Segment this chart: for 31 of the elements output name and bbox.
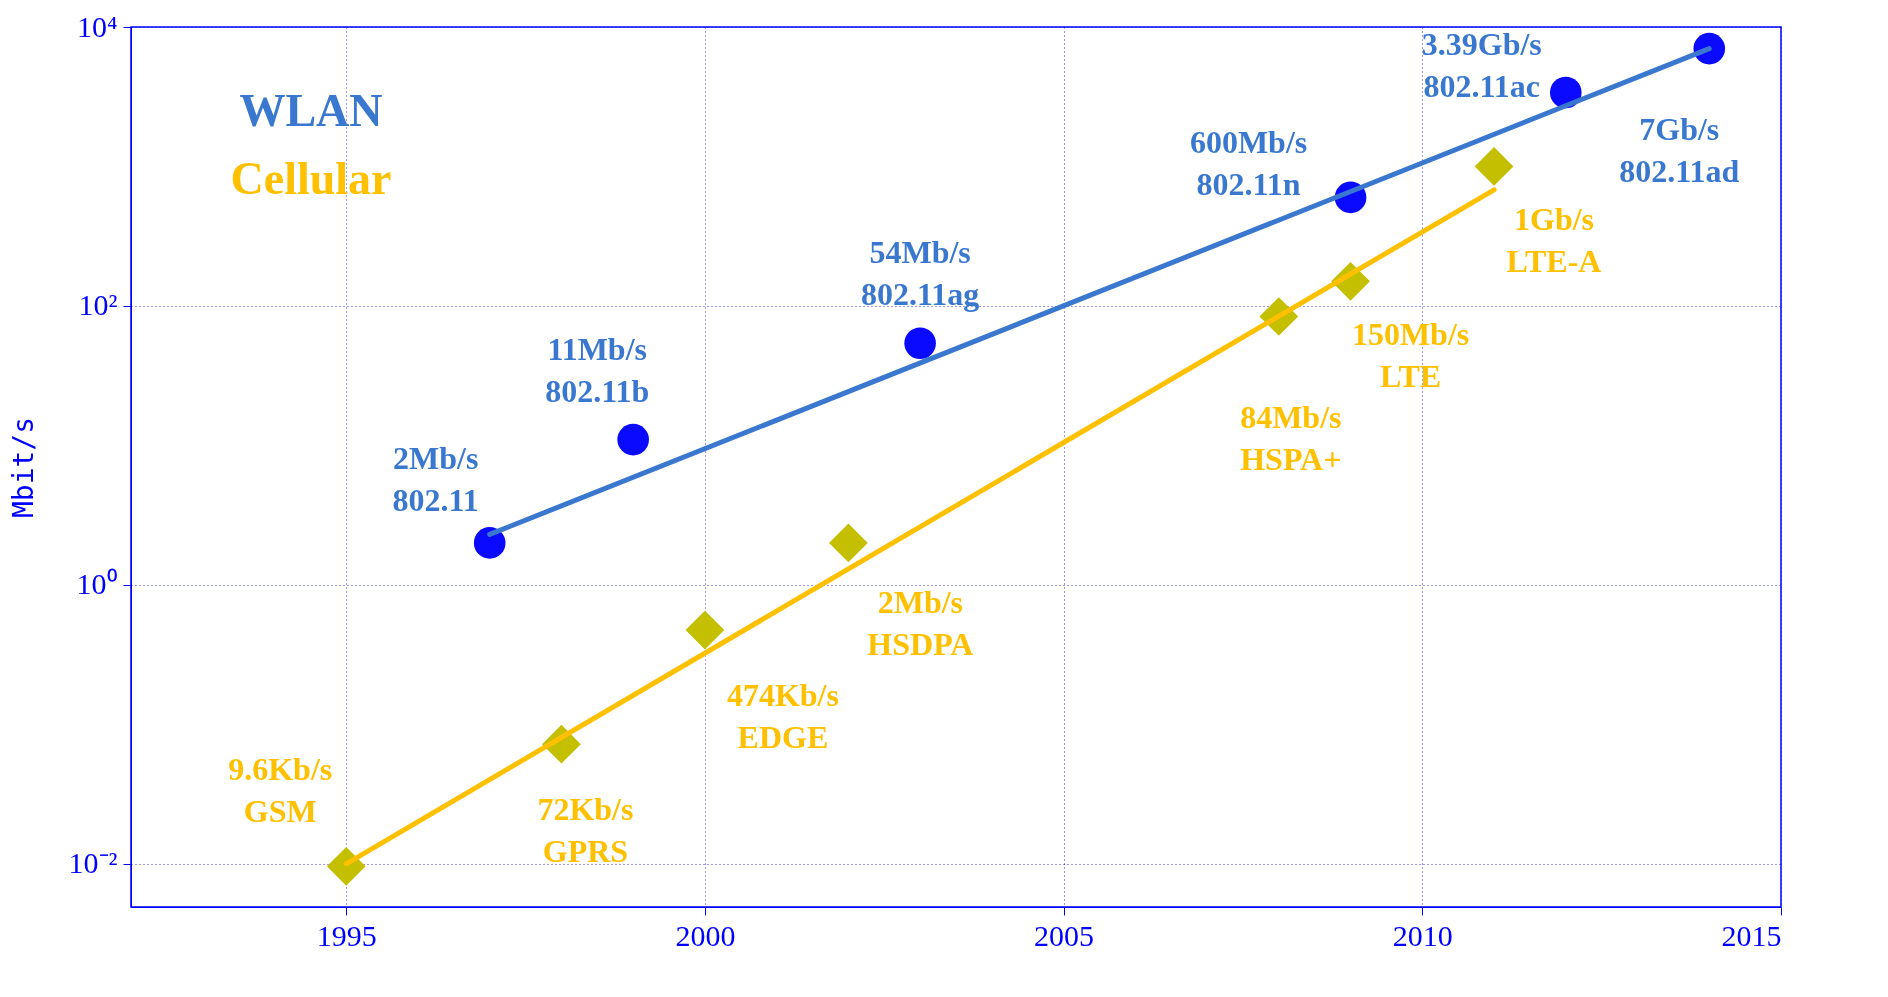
point bbox=[829, 523, 868, 563]
annotation: 54Mb/s 802.11ag bbox=[861, 234, 980, 313]
annotation: 3.39Gb/s 802.11ac bbox=[1421, 25, 1542, 104]
point bbox=[904, 327, 936, 360]
annotation: 84Mb/s HSPA+ bbox=[1240, 399, 1342, 478]
annotation: 150Mb/s LTE bbox=[1351, 316, 1470, 395]
x-tick-label: 2010 bbox=[1392, 918, 1453, 952]
annotation: 2Mb/s 802.11 bbox=[392, 439, 479, 518]
point bbox=[617, 423, 649, 456]
text: Cellular bbox=[230, 153, 392, 204]
point bbox=[685, 610, 725, 650]
x-tick-label: 1995 bbox=[316, 918, 377, 952]
y-tick-label: 10⁻² bbox=[68, 846, 118, 880]
x-tick-label: 2005 bbox=[1034, 918, 1095, 952]
point bbox=[1474, 147, 1514, 186]
y-tick-label: 10⁰ bbox=[76, 567, 118, 601]
annotation: 72Kb/s GPRS bbox=[537, 791, 634, 870]
annotation: 11Mb/s 802.11b bbox=[545, 330, 650, 409]
x-tick-label: 2015 bbox=[1721, 918, 1782, 952]
point bbox=[473, 527, 506, 559]
y-tick-label: 10² bbox=[78, 288, 118, 322]
annotation: 1Gb/s LTE-A bbox=[1506, 201, 1602, 280]
x-tick-label: 2000 bbox=[675, 918, 736, 952]
annotation: 474Kb/s EDGE bbox=[726, 677, 839, 756]
y-axis-title: Mbit/s bbox=[6, 416, 40, 519]
annotation: 9.6Kb/s GSM bbox=[228, 751, 333, 830]
annotation: 7Gb/s 802.11ad bbox=[1619, 111, 1740, 190]
text: WLAN bbox=[239, 85, 383, 136]
annotation: 2Mb/s HSDPA bbox=[867, 583, 974, 662]
annotation: 600Mb/s 802.11n bbox=[1189, 124, 1308, 203]
y-tick-label: 10⁴ bbox=[77, 9, 118, 43]
